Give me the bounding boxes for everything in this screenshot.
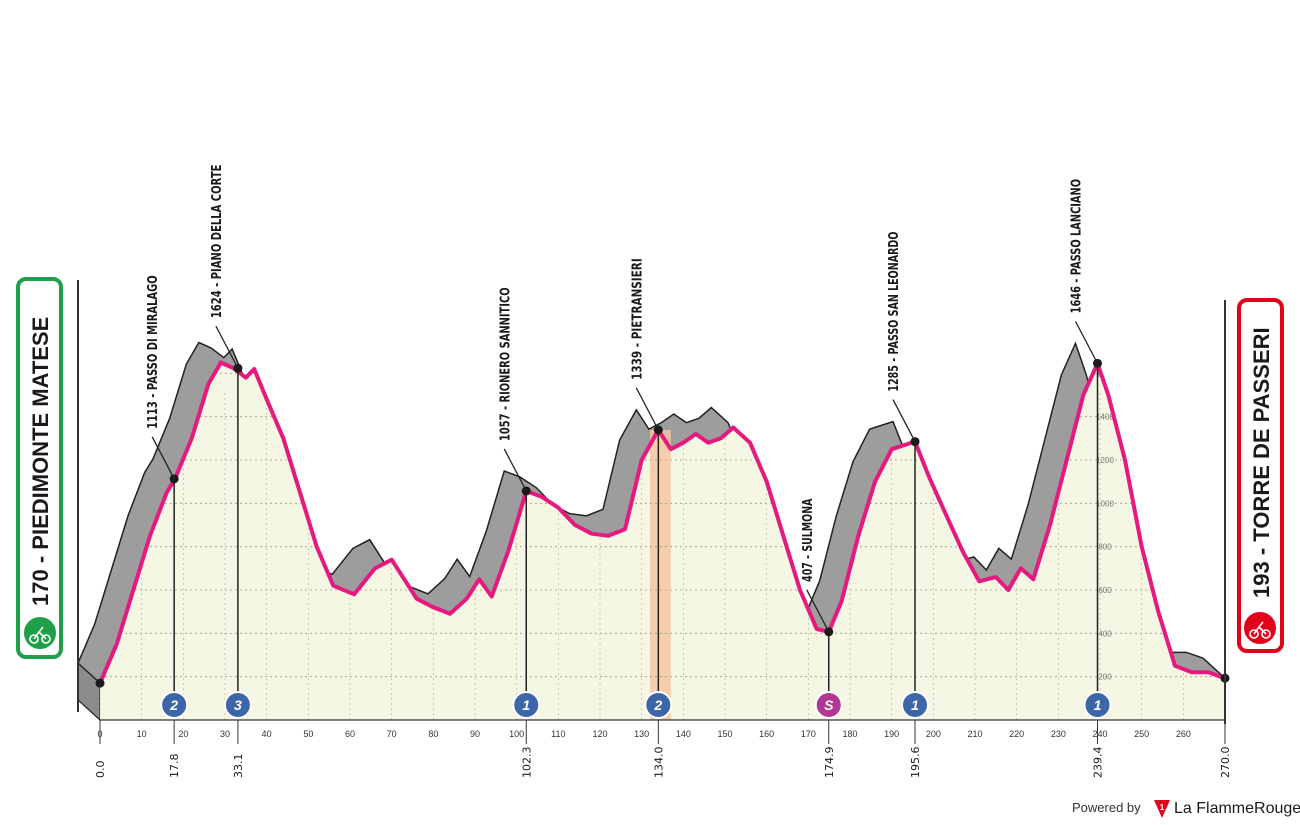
- highlight-band: [650, 429, 671, 720]
- y-tick-label-200: 200: [1098, 673, 1112, 682]
- x-tick-label-260: 260: [1176, 729, 1191, 739]
- x-tick-label-220: 220: [1009, 729, 1024, 739]
- finish-separator: -: [1249, 542, 1274, 562]
- climb-leader-6: [1074, 321, 1099, 364]
- km-marker-label-8: 270.0: [1219, 747, 1232, 779]
- x-tick-label-10: 10: [137, 729, 147, 739]
- x-tick-label-200: 200: [926, 729, 941, 739]
- x-tick-label-230: 230: [1051, 729, 1066, 739]
- climb-label-1: 1624 - PIANO DELLA CORTE: [210, 165, 225, 319]
- climb-badge-4: [814, 691, 843, 719]
- climb-label-2: 1057 - RIONERO SANNITICO: [498, 287, 513, 441]
- finish-label: 193 - TORRE DE PASSERI: [1249, 327, 1274, 598]
- x-tick-label-250: 250: [1134, 729, 1149, 739]
- y-tick-label-600: 600: [1098, 586, 1112, 595]
- profile-line-layer: [98, 360, 1226, 684]
- climb-label-5: 1285 - PASSO SAN LEONARDO: [887, 232, 902, 392]
- x-tick-label-40: 40: [262, 729, 272, 739]
- powered-by-text: Powered by: [1072, 800, 1141, 815]
- x-tick-label-130: 130: [634, 729, 649, 739]
- x-tick-label-80: 80: [428, 729, 438, 739]
- climb-badge-label-6: 1: [1094, 697, 1102, 713]
- start-marker: [95, 678, 105, 688]
- start-bike-glyph: [29, 626, 51, 644]
- climb-badge-5: [901, 691, 929, 719]
- x-tick-label-240: 240: [1092, 729, 1107, 739]
- y-tick-label-1400: 1400: [1096, 413, 1114, 422]
- x-tick-label-110: 110: [551, 729, 565, 739]
- branding: Powered by 1 La FlammeRouge: [1072, 800, 1300, 818]
- flamme-rouge-logo-mark: 1: [1160, 803, 1165, 812]
- climb-leader-5: [892, 399, 916, 442]
- start-altitude: 170: [28, 569, 53, 606]
- x-tick-label-140: 140: [676, 729, 691, 739]
- km-marker-label-0: 0.0: [94, 761, 107, 779]
- x-tick-label-30: 30: [220, 729, 230, 739]
- x-tick-label-20: 20: [178, 729, 188, 739]
- finish-city: TORRE DE PASSERI: [1249, 327, 1274, 541]
- climb-badge-2: [512, 691, 541, 719]
- climb-leader-2: [503, 448, 527, 492]
- finish-altitude: 193: [1249, 561, 1274, 598]
- km-marker-label-7: 239.4: [1092, 747, 1105, 779]
- x-tick-label-100: 100: [509, 729, 524, 739]
- profile-fill-layer: [77, 341, 1226, 722]
- start-label: 170 - PIEDIMONTE MATESE: [28, 317, 53, 606]
- y-tick-label-400: 400: [1098, 629, 1112, 638]
- x-tick-label-180: 180: [842, 729, 857, 739]
- climb-leader-4: [806, 589, 830, 633]
- flamme-rouge-logo-icon: [1154, 800, 1170, 818]
- profile-line: [98, 360, 1226, 684]
- climb-badge-1: [223, 691, 252, 719]
- start-panel: 170 - PIEDIMONTE MATESE: [16, 277, 79, 712]
- km-marker-label-6: 195.6: [909, 747, 922, 779]
- climb-label-4: 407 - SULMONA: [801, 499, 816, 582]
- climb-leader-0: [151, 436, 175, 480]
- climb-label-6: 1646 - PASSO LANCIANO: [1070, 179, 1085, 313]
- x-tick-label-50: 50: [303, 729, 313, 739]
- climb-badge-label-3: 2: [653, 697, 662, 713]
- km-marker-label-4: 134.0: [652, 747, 665, 779]
- km-marker-label-5: 174.9: [823, 747, 836, 779]
- finish-panel: 193 - TORRE DE PASSERI: [1224, 298, 1284, 724]
- x-tick-label-60: 60: [345, 729, 355, 739]
- climb-badge-label-4: S: [824, 697, 834, 713]
- climb-labels-layer: 1113 - PASSO DI MIRALAGO 2 1624 - PIANO DE…: [95, 165, 1230, 719]
- km-marker-label-1: 17.8: [168, 754, 181, 779]
- x-tick-label-150: 150: [717, 729, 732, 739]
- x-tick-label-120: 120: [592, 729, 607, 739]
- climb-leader-1: [215, 325, 239, 369]
- km-markers-layer: 0.0 17.8 33.1 102.3 134.0 174.9 195.6 239.4 270.…: [94, 720, 1232, 778]
- climb-badge-label-1: 3: [234, 697, 242, 713]
- y-tick-label-1000: 1000: [1096, 499, 1114, 508]
- x-tick-label-170: 170: [801, 729, 816, 739]
- x-tick-label-90: 90: [470, 729, 480, 739]
- climb-badge-label-2: 1: [522, 697, 530, 713]
- x-tick-label-190: 190: [884, 729, 899, 739]
- climb-label-0: 1113 - PASSO DI MIRALAGO: [146, 275, 161, 429]
- finish-panel-frame: [1237, 298, 1284, 653]
- start-panel-frame: [16, 277, 63, 659]
- x-tick-label-210: 210: [967, 729, 982, 739]
- climb-badge-label-5: 1: [911, 697, 919, 713]
- finish-bike-glyph: [1249, 621, 1271, 639]
- start-city: PIEDIMONTE MATESE: [28, 317, 53, 550]
- km-marker-label-2: 33.1: [232, 754, 245, 779]
- y-tick-label-800: 800: [1098, 543, 1112, 552]
- start-separator: -: [28, 550, 53, 570]
- climb-badge-0: [160, 691, 189, 719]
- km-marker-label-3: 102.3: [520, 747, 533, 779]
- x-tick-label-160: 160: [759, 729, 774, 739]
- x-tick-label-70: 70: [387, 729, 397, 739]
- climb-badge-6: [1083, 691, 1112, 719]
- flamme-rouge-logo-text: La FlammeRouge: [1174, 800, 1300, 817]
- climb-badge-3: [644, 691, 673, 719]
- x-axis: 0102030405060708090100110120130140150160…: [97, 719, 1225, 739]
- climb-leader-3: [635, 387, 659, 431]
- y-tick-label-1200: 1200: [1096, 456, 1114, 465]
- climb-label-3: 1339 - PIETRANSIERI: [630, 258, 645, 380]
- climb-badge-label-0: 2: [169, 697, 178, 713]
